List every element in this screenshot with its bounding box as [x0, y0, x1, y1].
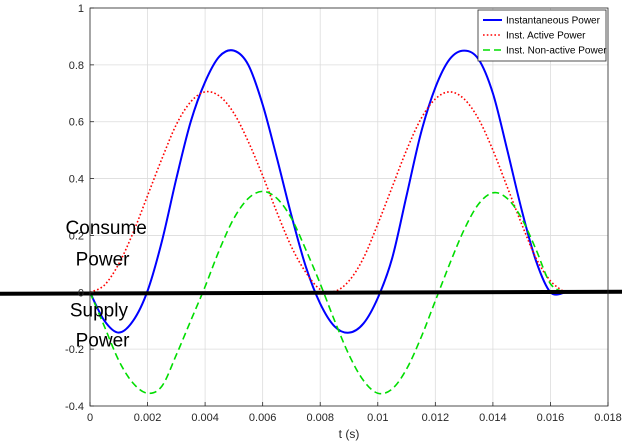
series-line-1	[89, 49, 565, 334]
x-tick-label: 0.018	[594, 412, 622, 424]
x-tick-label: 0.008	[306, 412, 334, 424]
x-tick-label: 0.012	[422, 412, 450, 424]
y-tick-label: 0.8	[69, 60, 84, 72]
plot-frame	[89, 7, 609, 407]
y-tick-label: 1	[78, 3, 84, 15]
y-tick-label: -0.4	[65, 401, 84, 413]
x-tick-label: 0.016	[537, 412, 565, 424]
x-tick-label: 0.004	[191, 412, 219, 424]
annotation-label: Power	[76, 330, 131, 351]
x-tick-label: 0.014	[479, 412, 507, 424]
annotation-label: Consume	[66, 218, 147, 239]
y-tick-label: 0.4	[69, 174, 84, 186]
y-tick-label: 0.2	[69, 230, 84, 242]
legend-entry: Inst. Active Power	[506, 31, 586, 42]
legend-entry: Instantaneous Power	[506, 16, 601, 27]
series-line-2	[89, 90, 566, 294]
series-layer	[89, 49, 566, 395]
x-tick-label: 0.006	[249, 412, 277, 424]
y-tick-label: -0.2	[65, 344, 84, 356]
x-axis-label: t (s)	[339, 427, 360, 441]
annotation-label: Supply	[70, 300, 129, 321]
plot-area	[90, 8, 608, 406]
legend: Instantaneous Power Inst. Active Power Ins…	[477, 9, 607, 62]
x-tick-label: 0.002	[134, 412, 162, 424]
series-line-3	[89, 190, 566, 395]
annotation-label: Power	[76, 249, 131, 270]
x-tick-label: 0.01	[367, 412, 388, 424]
annotations: Consume Power Supply Power	[66, 218, 147, 351]
y-tick-label: 0	[78, 287, 84, 299]
x-tick-label: 0	[87, 412, 93, 424]
axis-ticks: 0 0.002 0.004 0.006 0.008 0.01 0.012 0.014 0.016…	[65, 3, 622, 424]
zero-reference-line	[0, 289, 622, 296]
legend-entry: Inst. Non-active Power	[506, 46, 607, 57]
y-tick-label: 0.6	[69, 117, 84, 129]
